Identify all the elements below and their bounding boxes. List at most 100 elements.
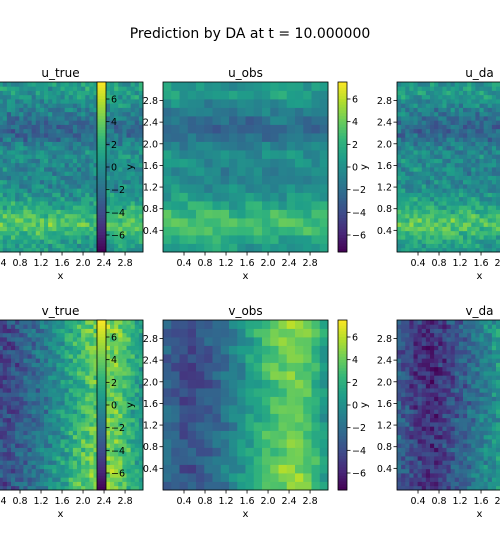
- heatmap-cell: [77, 184, 82, 189]
- heatmap-cell: [122, 243, 127, 249]
- heatmap-cell: [479, 196, 485, 202]
- heatmap-cell: [77, 137, 82, 142]
- heatmap-cell: [6, 120, 12, 125]
- heatmap-cell: [475, 162, 480, 168]
- heatmap-cell: [409, 205, 414, 210]
- heatmap-cell: [52, 413, 57, 419]
- heatmap-cell: [413, 209, 419, 215]
- heatmap-cell: [27, 90, 33, 96]
- heatmap-cell: [31, 430, 37, 436]
- heatmap-cell: [496, 167, 500, 172]
- heatmap-cell: [434, 137, 439, 142]
- heatmap-cell: [23, 175, 28, 181]
- heatmap-cell: [64, 430, 70, 436]
- heatmap-cell: [27, 94, 33, 100]
- heatmap-cell: [126, 128, 132, 134]
- heatmap-cell: [27, 413, 33, 419]
- heatmap-cell: [11, 94, 16, 100]
- heatmap-cell: [126, 485, 132, 491]
- heatmap-cell: [114, 434, 119, 440]
- heatmap-cell: [77, 460, 82, 465]
- heatmap-cell: [286, 235, 296, 244]
- heatmap-cell: [479, 171, 485, 176]
- heatmap-cell: [110, 481, 115, 487]
- heatmap-cell: [31, 99, 37, 104]
- heatmap-cell: [19, 235, 24, 240]
- heatmap-cell: [44, 481, 49, 487]
- heatmap-cell: [134, 456, 140, 461]
- heatmap-cell: [438, 86, 443, 91]
- heatmap-cell: [179, 192, 189, 202]
- heatmap-cell: [39, 150, 45, 155]
- heatmap-cell: [126, 388, 132, 393]
- heatmap-cell: [458, 141, 464, 147]
- heatmap-cell: [27, 379, 33, 385]
- heatmap-cell: [6, 107, 12, 113]
- heatmap-cell: [52, 481, 57, 487]
- heatmap-cell: [27, 205, 33, 210]
- heatmap-cell: [126, 116, 132, 121]
- colorbar-segment: [338, 138, 347, 142]
- heatmap-cell: [446, 188, 452, 193]
- heatmap-cell: [77, 430, 82, 436]
- heatmap-cell: [286, 192, 296, 202]
- heatmap-cell: [187, 133, 197, 142]
- heatmap-cell: [93, 413, 99, 419]
- heatmap-cell: [212, 158, 222, 168]
- heatmap-cell: [171, 201, 180, 210]
- heatmap-cell: [2, 209, 8, 215]
- heatmap-cell: [31, 409, 37, 414]
- heatmap-cell: [23, 400, 28, 406]
- heatmap-cell: [270, 243, 279, 253]
- heatmap-cell: [204, 116, 213, 125]
- heatmap-cell: [421, 116, 427, 121]
- heatmap-cell: [60, 409, 66, 414]
- heatmap-cell: [118, 94, 123, 100]
- heatmap-cell: [253, 235, 263, 244]
- heatmap-cell: [85, 243, 90, 249]
- heatmap-cell: [179, 116, 189, 125]
- heatmap-cell: [425, 94, 431, 100]
- heatmap-cell: [134, 383, 140, 389]
- colorbar-segment: [338, 141, 347, 145]
- heatmap-cell: [134, 473, 140, 478]
- heatmap-cell: [463, 103, 468, 108]
- heatmap-cell: [6, 417, 12, 423]
- heatmap-cell: [409, 239, 414, 244]
- heatmap-cell: [442, 137, 447, 142]
- heatmap-cell: [110, 171, 115, 176]
- heatmap-cell: [85, 485, 90, 491]
- y-tick-label: 2.0: [377, 139, 392, 150]
- heatmap-cell: [44, 116, 49, 121]
- heatmap-cell: [467, 222, 472, 227]
- heatmap-cell: [134, 235, 140, 240]
- heatmap-cell: [483, 188, 489, 193]
- heatmap-cell: [39, 481, 45, 487]
- heatmap-cell: [401, 82, 406, 87]
- heatmap-cell: [138, 167, 144, 172]
- heatmap-cell: [2, 375, 8, 380]
- heatmap-cell: [56, 192, 61, 198]
- heatmap-cell: [85, 162, 90, 168]
- heatmap-cell: [2, 184, 8, 189]
- heatmap-cell: [319, 82, 329, 91]
- heatmap-cell: [262, 133, 271, 142]
- heatmap-cell: [64, 107, 70, 113]
- heatmap-cell: [467, 218, 472, 223]
- heatmap-cell: [15, 464, 20, 470]
- heatmap-cell: [60, 201, 66, 206]
- heatmap-cell: [450, 192, 456, 198]
- heatmap-cell: [421, 184, 427, 189]
- heatmap-cell: [105, 409, 111, 414]
- heatmap-cell: [48, 167, 53, 172]
- heatmap-cell: [134, 205, 140, 210]
- heatmap-cell: [438, 218, 443, 223]
- heatmap-cell: [430, 179, 435, 185]
- heatmap-cell: [458, 99, 464, 104]
- heatmap-cell: [64, 434, 70, 440]
- heatmap-cell: [458, 116, 464, 121]
- heatmap-cell: [6, 235, 12, 240]
- heatmap-cell: [118, 218, 123, 223]
- heatmap-cell: [2, 243, 8, 249]
- heatmap-cell: [401, 192, 406, 198]
